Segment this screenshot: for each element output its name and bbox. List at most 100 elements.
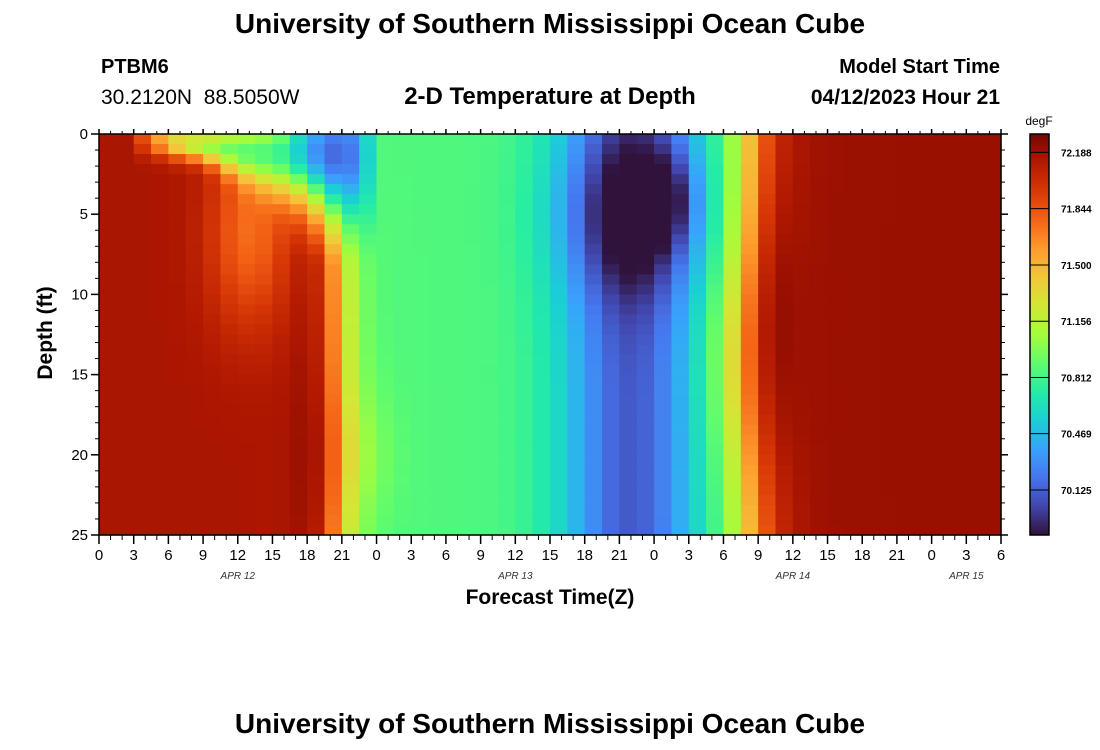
heatmap-cell (983, 444, 1002, 456)
heatmap-cell (480, 354, 499, 366)
heatmap-cell (931, 474, 950, 486)
heatmap-cell (983, 394, 1002, 406)
heatmap-cell (168, 454, 187, 466)
heatmap-cell (116, 164, 135, 175)
heatmap-cell (740, 464, 759, 476)
heatmap-cell (827, 524, 846, 536)
heatmap-cell (844, 194, 863, 205)
heatmap-cell (99, 144, 117, 155)
heatmap-cell (324, 234, 343, 245)
heatmap-cell (393, 164, 412, 175)
heatmap-cell (775, 204, 794, 215)
heatmap-cell (532, 304, 551, 316)
heatmap-cell (515, 214, 534, 225)
heatmap-cell (931, 284, 950, 295)
heatmap-cell (220, 504, 239, 516)
heatmap-cell (966, 404, 985, 416)
heatmap-cell (289, 234, 308, 245)
heatmap-cell (445, 204, 464, 215)
heatmap-cell (879, 294, 898, 306)
heatmap-cell (463, 424, 482, 436)
heatmap-cell (168, 354, 187, 366)
heatmap-cell (567, 464, 586, 476)
heatmap-cell (133, 484, 152, 496)
heatmap-cell (792, 454, 811, 466)
heatmap-cell (272, 294, 291, 306)
heatmap-cell (619, 134, 638, 145)
heatmap-cell (654, 234, 673, 245)
heatmap-cell (792, 174, 811, 185)
heatmap-cell (151, 304, 169, 316)
heatmap-cell (671, 334, 690, 346)
heatmap-cell (307, 384, 326, 396)
heatmap-cell (463, 354, 482, 366)
heatmap-cell (723, 504, 742, 516)
heatmap-cell (185, 464, 204, 476)
heatmap-cell (896, 374, 915, 386)
heatmap-cell (914, 424, 933, 436)
heatmap-cell (307, 274, 326, 285)
heatmap-cell (966, 504, 985, 516)
heatmap-cell (445, 234, 464, 245)
heatmap-cell (133, 244, 152, 255)
heatmap-cell (654, 344, 673, 356)
heatmap-cell (515, 514, 534, 526)
heatmap-cell (879, 204, 898, 215)
heatmap-cell (948, 154, 967, 165)
heatmap-cell (584, 244, 603, 255)
heatmap-cell (393, 364, 412, 376)
x-tick-label: 6 (997, 547, 1005, 564)
heatmap-cell (463, 314, 482, 326)
heatmap-cell (151, 334, 169, 346)
heatmap-cell (428, 394, 447, 406)
heatmap-cell (983, 234, 1002, 245)
heatmap-cell (393, 174, 412, 185)
heatmap-cell (133, 334, 152, 346)
heatmap-cell (740, 284, 759, 295)
heatmap-cell (654, 374, 673, 386)
heatmap-cell (792, 434, 811, 446)
heatmap-cell (428, 334, 447, 346)
heatmap-cell (550, 504, 568, 516)
heatmap-cell (359, 294, 378, 306)
heatmap-cell (879, 274, 898, 285)
heatmap-cell (289, 514, 308, 526)
heatmap-cell (99, 234, 117, 245)
heatmap-cell (671, 284, 690, 295)
heatmap-cell (706, 504, 725, 516)
heatmap-cell (758, 164, 777, 175)
heatmap-cell (775, 134, 794, 145)
heatmap-cell (879, 144, 898, 155)
heatmap-cell (237, 224, 256, 235)
heatmap-cell (983, 204, 1002, 215)
heatmap-cell (445, 134, 464, 145)
heatmap-cell (914, 254, 933, 265)
heatmap-cell (428, 414, 447, 426)
heatmap-cell (792, 164, 811, 175)
heatmap-cell (914, 184, 933, 195)
heatmap-cell (931, 394, 950, 406)
heatmap-cell (879, 394, 898, 406)
heatmap-cell (411, 334, 430, 346)
heatmap-cell (480, 324, 499, 336)
heatmap-cell (706, 444, 725, 456)
heatmap-cell (237, 204, 256, 215)
heatmap-cell (220, 184, 239, 195)
heatmap-cell (497, 174, 516, 185)
heatmap-cell (966, 364, 985, 376)
heatmap-cell (463, 244, 482, 255)
heatmap-cell (185, 284, 204, 295)
heatmap-cell (445, 184, 464, 195)
heatmap-cell (827, 244, 846, 255)
heatmap-cell (654, 294, 673, 306)
heatmap-cell (931, 444, 950, 456)
heatmap-cell (948, 144, 967, 155)
heatmap-cell (584, 354, 603, 366)
heatmap-cell (775, 394, 794, 406)
x-tick-label: 3 (130, 547, 138, 564)
heatmap-cell (237, 144, 256, 155)
heatmap-cell (133, 474, 152, 486)
heatmap-cell (879, 524, 898, 536)
heatmap-cell (792, 134, 811, 145)
heatmap-cell (463, 144, 482, 155)
